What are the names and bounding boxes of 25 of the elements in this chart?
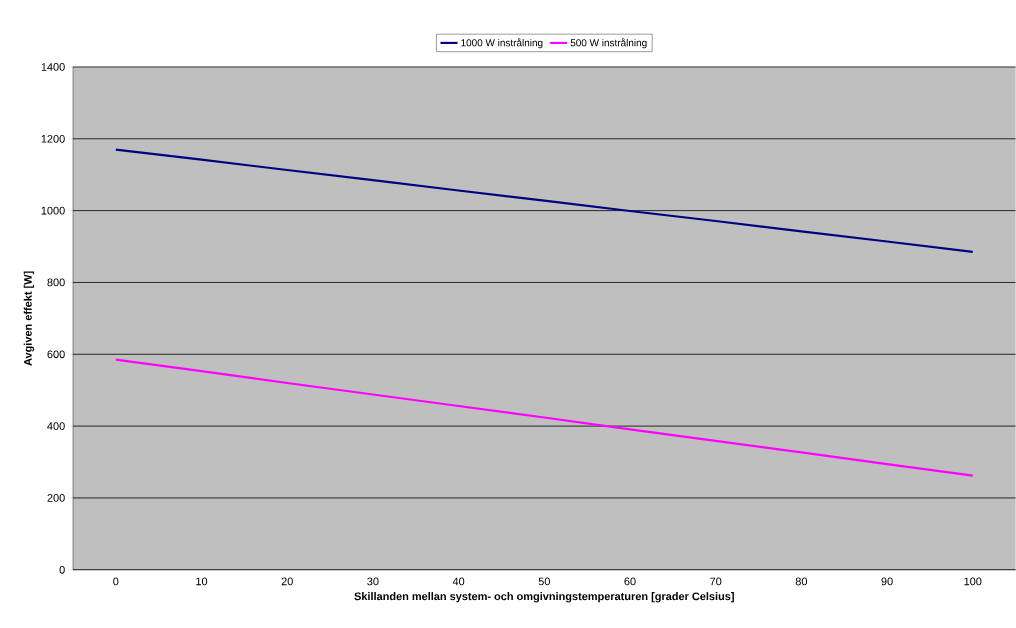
x-axis-title: Skillanden mellan system- och omgivningstemperaturen [grader Celsius] [354, 592, 734, 603]
x-tick-label: 20 [281, 577, 293, 586]
line-series [114, 148, 974, 254]
y-tick-label: 1000 [41, 206, 65, 215]
x-tick-label: 80 [795, 577, 808, 586]
y-tick-label: 1400 [41, 63, 65, 71]
y-tick-label: 0 [59, 566, 65, 574]
x-tick-label: 100 [964, 577, 982, 586]
line-series [114, 358, 974, 477]
x-tick-label: 40 [452, 577, 465, 586]
legend-label: 1000 W instrålning [461, 38, 543, 49]
y-tick-label: 400 [47, 422, 65, 431]
x-tick-label: 50 [538, 577, 550, 586]
x-tick-label: 0 [113, 577, 119, 586]
y-axis-title: Avgiven effekt [W] [23, 271, 35, 366]
x-tick-label: 10 [196, 577, 208, 586]
y-tick-label: 600 [47, 350, 65, 359]
y-tick-label: 800 [47, 278, 65, 287]
x-tick-label: 70 [710, 577, 722, 586]
x-tick-label: 90 [881, 577, 893, 586]
y-tick-label: 200 [47, 494, 65, 502]
legend-label: 500 W instrålning [570, 38, 647, 49]
x-tick-label: 60 [624, 577, 636, 586]
y-tick-label: 1200 [41, 135, 65, 143]
x-tick-label: 30 [367, 577, 379, 586]
